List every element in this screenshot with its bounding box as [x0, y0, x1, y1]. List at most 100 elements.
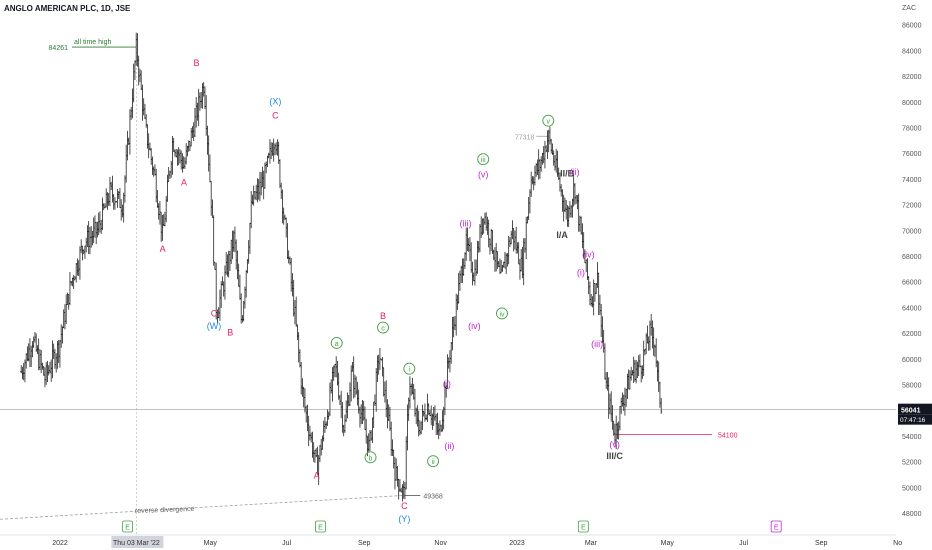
- ohlc-bar: [608, 393, 611, 415]
- ohlc-bar: [376, 355, 379, 382]
- ohlc-bar: [442, 406, 445, 430]
- ohlc-bar: [235, 239, 238, 270]
- ohlc-bar: [553, 155, 556, 171]
- ohlc-bar: [585, 259, 588, 273]
- ohlc-bar: [616, 422, 619, 440]
- ohlc-bar: [50, 359, 53, 382]
- ohlc-bar: [232, 230, 235, 252]
- ohlc-bar: [311, 431, 314, 458]
- ohlc-bar: [161, 214, 164, 241]
- wave-label: (iv): [468, 321, 481, 331]
- ohlc-bar: [325, 421, 328, 430]
- wave-label-text: (iv): [582, 249, 595, 259]
- ohlc-bar: [257, 179, 260, 200]
- ohlc-bar: [620, 397, 623, 414]
- ohlc-bar: [52, 343, 55, 360]
- ohlc-bar: [468, 236, 471, 262]
- ath-value: 84261: [49, 45, 69, 52]
- ohlc-bar: [300, 362, 303, 395]
- divergence-label: reverse divergence: [135, 506, 195, 515]
- ohlc-bar: [187, 140, 190, 152]
- ohlc-bar: [465, 227, 468, 261]
- ohlc-bar: [520, 248, 523, 272]
- ohlc-bar: [505, 253, 508, 274]
- ohlc-bar: [438, 420, 441, 436]
- ohlc-bar: [562, 194, 565, 222]
- ohlc-bar: [483, 212, 486, 225]
- ohlc-bar: [416, 405, 419, 427]
- ohlc-bar: [440, 424, 443, 433]
- divergence-line: [0, 495, 405, 520]
- wave-label: B: [227, 328, 233, 338]
- ohlc-bar: [587, 275, 590, 295]
- wave-label: (iv): [582, 249, 595, 259]
- ohlc-bar: [586, 258, 589, 281]
- ohlc-bar: [466, 227, 469, 252]
- ohlc-bar: [233, 226, 236, 253]
- ohlc-bar: [576, 195, 579, 210]
- ohlc-bar: [640, 365, 643, 383]
- y-tick-label: 58000: [902, 383, 922, 390]
- earnings-icon-text: E: [581, 525, 586, 532]
- ohlc-bar: [192, 122, 195, 141]
- ohlc-bar: [542, 146, 545, 164]
- ohlc-bar: [500, 260, 503, 274]
- ohlc-bar: [200, 92, 203, 109]
- ohlc-bar: [408, 376, 411, 409]
- ohlc-bar: [268, 139, 271, 164]
- ohlc-bar: [305, 405, 308, 423]
- ohlc-bar: [657, 361, 660, 392]
- ohlc-bar: [600, 303, 603, 338]
- ohlc-bar: [70, 281, 73, 286]
- ohlc-bar: [461, 258, 464, 283]
- ohlc-bar: [372, 401, 375, 429]
- ohlc-bar: [561, 189, 564, 212]
- ohlc-bar: [423, 403, 426, 422]
- wave-label-text: iv: [499, 311, 505, 318]
- wave-label-text: v: [547, 119, 551, 126]
- ohlc-bar: [107, 192, 110, 206]
- ohlc-bar: [495, 243, 498, 272]
- y-tick-label: 68000: [902, 254, 922, 261]
- ohlc-bar: [382, 367, 385, 397]
- y-tick-label: 74000: [902, 177, 922, 184]
- y-tick-label: 64000: [902, 305, 922, 312]
- ohlc-bar: [112, 193, 115, 210]
- y-tick-label: 78000: [902, 126, 922, 133]
- ohlc-bar: [248, 222, 251, 254]
- wave-label-text: b: [369, 455, 373, 462]
- ohlc-bar: [170, 160, 173, 178]
- ohlc-bar: [205, 95, 208, 136]
- chart-title: ANGLO AMERICAN PLC, 1D, JSE: [4, 4, 131, 13]
- ohlc-bar: [156, 189, 159, 208]
- ohlc-bar: [451, 316, 454, 351]
- ohlc-bar: [241, 315, 244, 323]
- ohlc-bar: [477, 241, 480, 253]
- ohlc-bar: [135, 32, 138, 66]
- ohlc-bar: [516, 242, 519, 254]
- ohlc-bar: [223, 265, 226, 300]
- ohlc-bar: [151, 156, 154, 175]
- ohlc-bar: [158, 201, 161, 225]
- y-tick-label: 54000: [902, 434, 922, 441]
- ohlc-bar: [330, 379, 333, 394]
- ohlc-bar: [632, 356, 635, 384]
- ohlc-bar: [478, 224, 481, 253]
- ohlc-bar: [166, 174, 169, 202]
- ohlc-bar: [172, 137, 175, 153]
- ohlc-bar: [282, 207, 285, 225]
- ohlc-bar: [275, 142, 278, 155]
- ohlc-bar: [108, 176, 111, 207]
- ohlc-bar: [261, 166, 264, 188]
- ohlc-bar: [250, 191, 253, 229]
- wave-label: i: [403, 362, 416, 375]
- ohlc-bar: [51, 340, 54, 379]
- support-value: 54100: [718, 433, 738, 440]
- ohlc-bar: [120, 199, 123, 221]
- ohlc-bar: [462, 258, 465, 276]
- wave-label: (i): [577, 267, 585, 277]
- peak-value: 77318: [515, 134, 535, 141]
- ohlc-bar: [441, 410, 444, 432]
- ohlc-bar: [641, 365, 644, 379]
